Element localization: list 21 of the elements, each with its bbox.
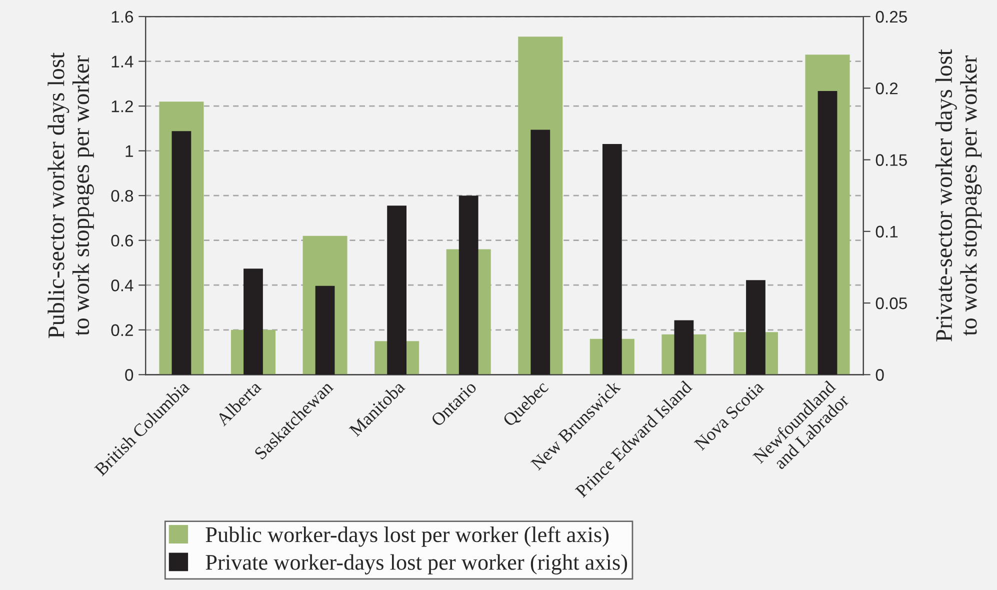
y-tick-label: 1.4: [112, 56, 134, 68]
y-axis-title: Public-sector worker days lost to work stoppages per worker: [48, 52, 94, 338]
y-tick-label: 1.2: [112, 100, 133, 112]
y-tick-label: 1: [126, 145, 133, 157]
y2-tick-label: 0.1: [876, 226, 898, 238]
y-tick-label: 0.4: [111, 280, 134, 292]
legend-label: Public worker-days lost per worker (left axis): [206, 526, 609, 547]
y2-tick-label: 0.25: [876, 10, 907, 23]
y2-tick-label: 0: [876, 369, 884, 381]
y2-tick-label: 0.15: [876, 154, 907, 166]
y-tick-label: 0.2: [111, 324, 133, 336]
bar: [530, 130, 550, 375]
y-tick-label: 0: [125, 369, 134, 381]
y2-axis-title: Private-sector worker days lost to work stoppages per worker: [935, 49, 982, 342]
y2-tick-label: 0.05: [876, 297, 907, 310]
y-tick-label: 0.6: [111, 234, 134, 247]
bar: [315, 286, 335, 375]
legend-label: Private worker-days lost per worker (right axis): [206, 554, 628, 574]
y-tick-label: 0.8: [111, 190, 134, 202]
y-tick-label: 1.6: [112, 10, 134, 23]
y2-tick-label: 0.2: [876, 82, 898, 94]
